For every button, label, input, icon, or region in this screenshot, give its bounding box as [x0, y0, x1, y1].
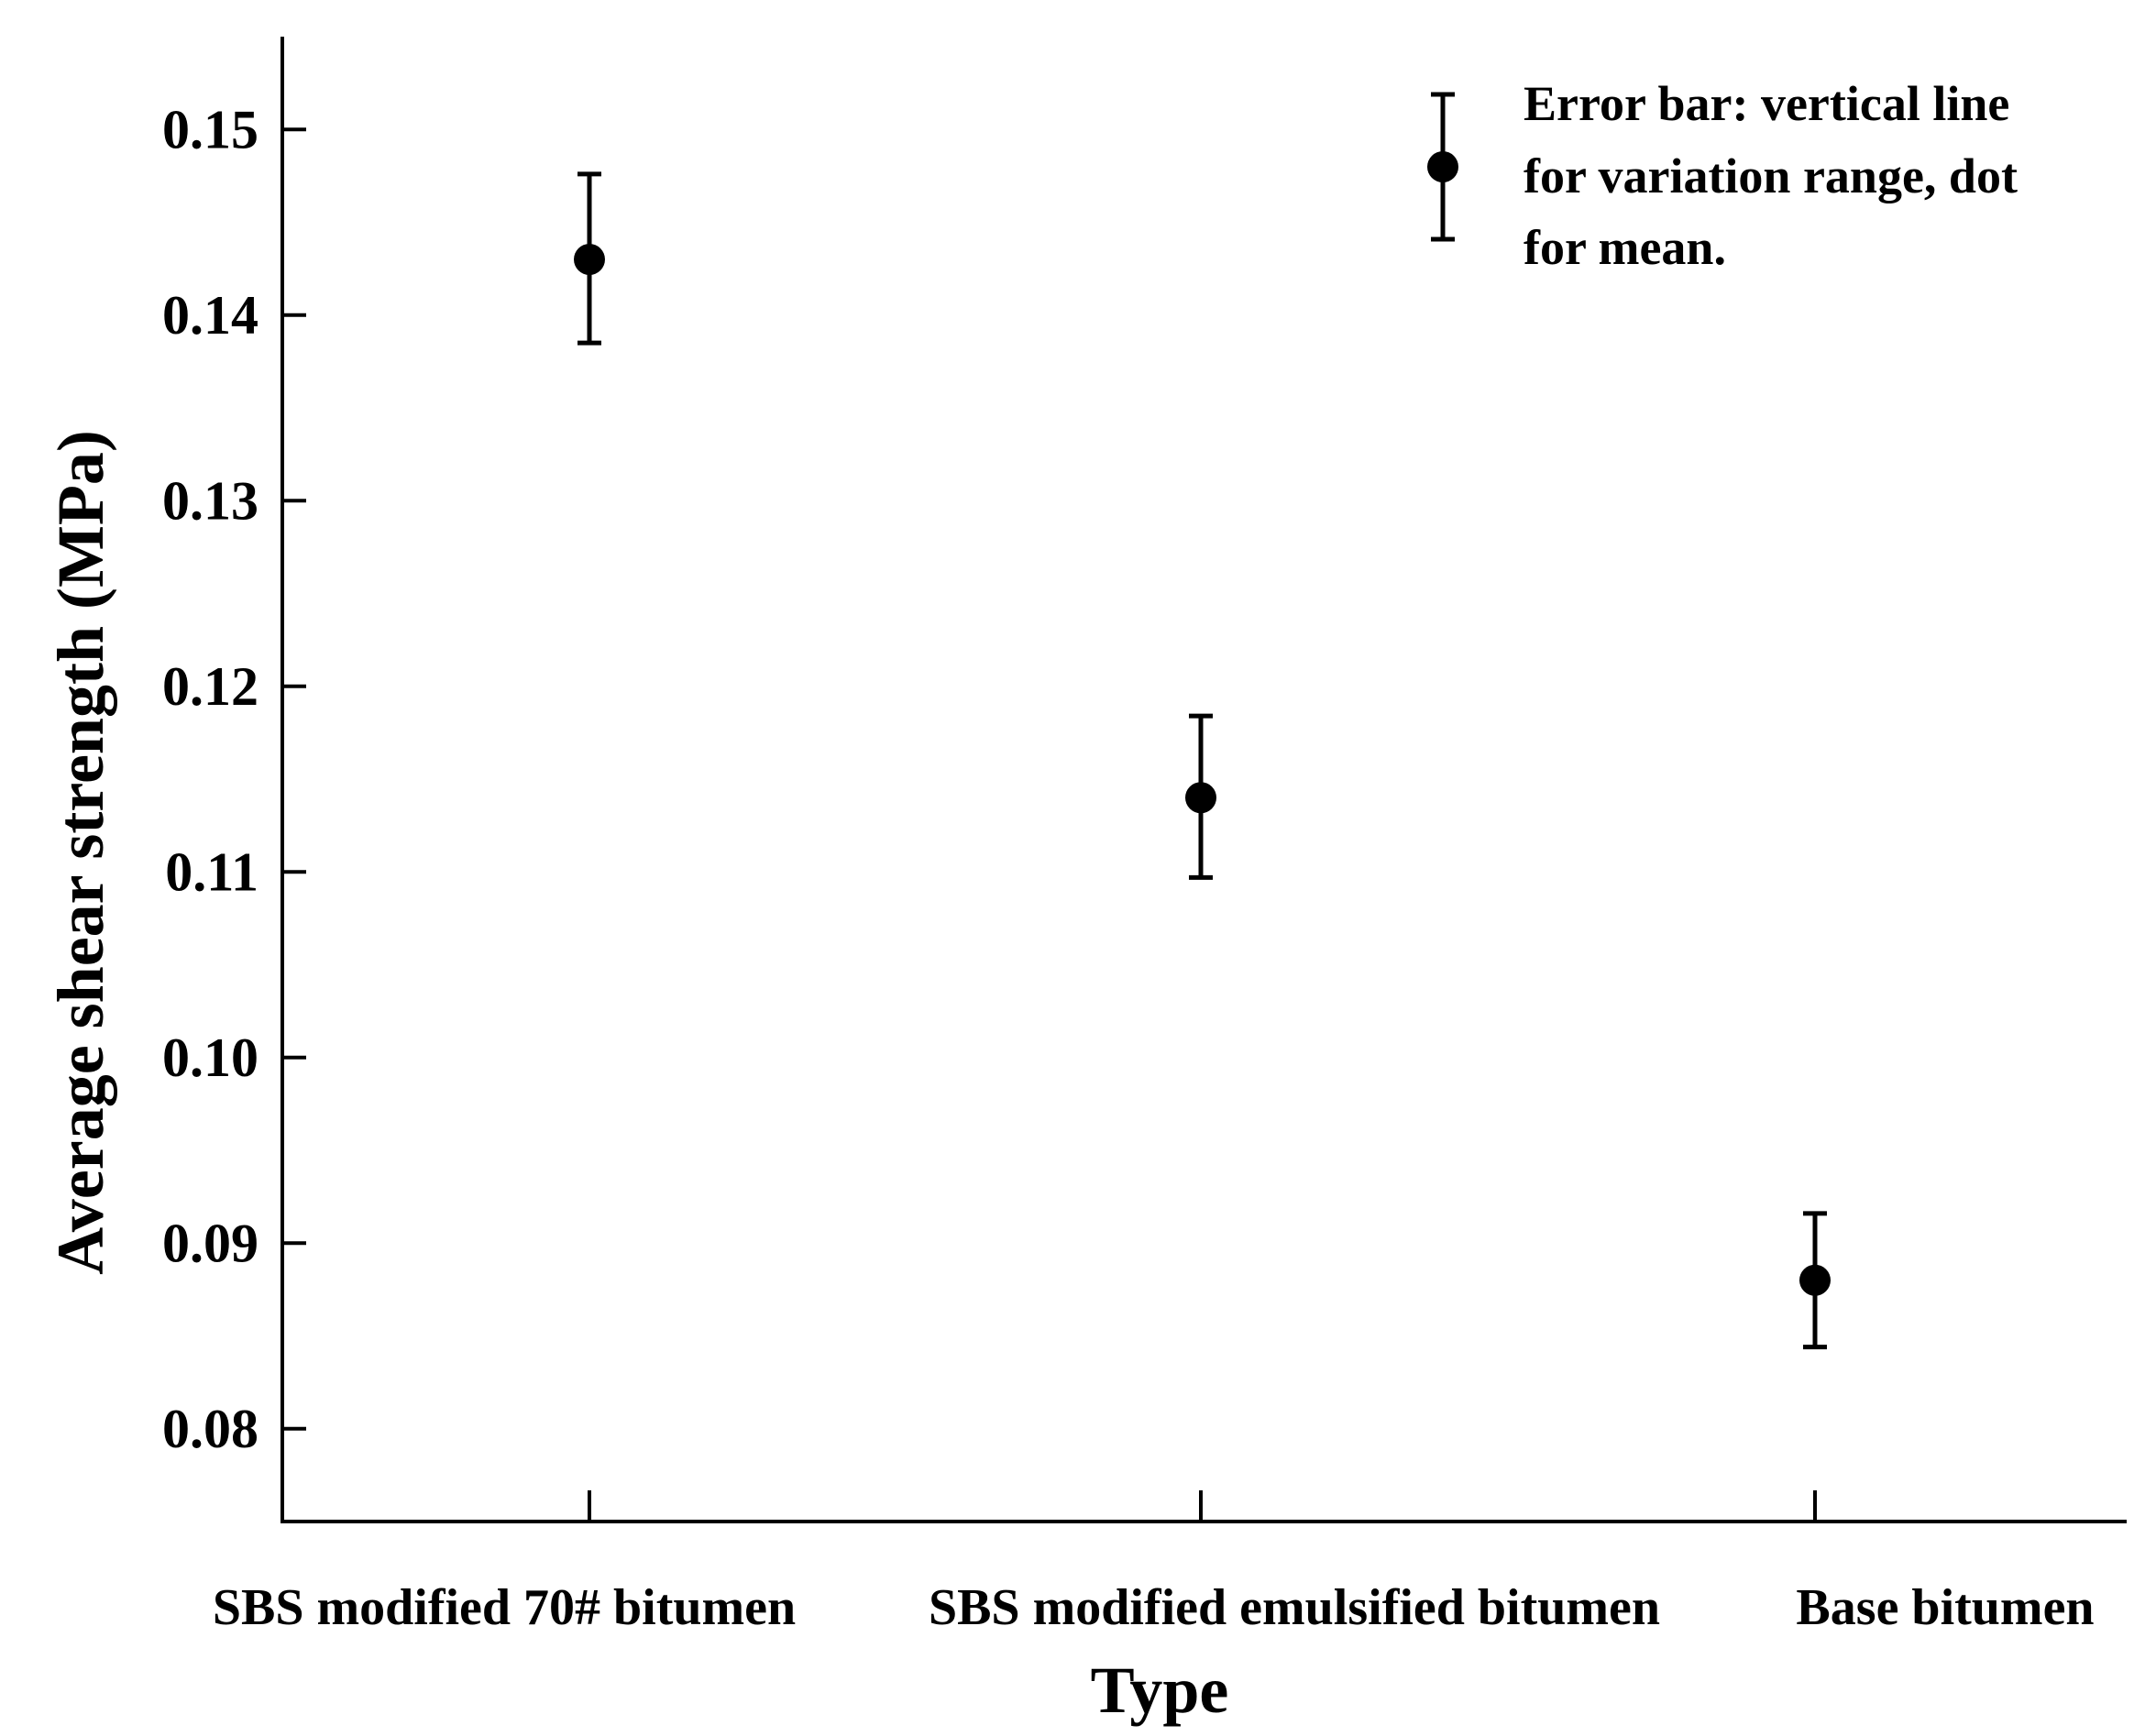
legend-mean-dot	[1427, 151, 1458, 182]
mean-point	[574, 244, 605, 275]
legend-line-3: for mean.	[1524, 220, 1726, 275]
y-axis-title: Average shear strength (MPa)	[44, 430, 117, 1275]
legend-line-2: for variation range, dot	[1524, 148, 2018, 203]
x-category-label: SBS modified emulsified bitumen	[929, 1579, 1660, 1636]
y-tick-label: 0.13	[162, 470, 258, 531]
x-axis-title: Type	[1091, 1654, 1229, 1727]
y-tick-label: 0.08	[162, 1399, 258, 1459]
mean-point	[1185, 782, 1216, 814]
y-tick-label: 0.10	[162, 1027, 258, 1088]
legend: Error bar: vertical line for variation r…	[1427, 76, 2018, 275]
y-tick-label: 0.09	[162, 1213, 258, 1273]
x-category-label: SBS modified 70# bitumen	[213, 1579, 796, 1636]
data-points	[574, 171, 1831, 1350]
x-category-label: Base bitumen	[1796, 1579, 2094, 1636]
y-tick-label: 0.14	[162, 285, 258, 346]
y-tick-label: 0.12	[162, 656, 258, 717]
y-tick-label: 0.15	[162, 99, 258, 159]
mean-point	[1799, 1264, 1831, 1296]
y-ticks: 0.08 0.09 0.10 0.11 0.12 0.13 0.14 0.15	[162, 99, 306, 1459]
x-ticks: SBS modified 70# bitumen SBS modified emu…	[213, 1490, 2095, 1636]
legend-line-1: Error bar: vertical line	[1524, 76, 2009, 131]
y-tick-label: 0.11	[165, 841, 258, 902]
axes	[280, 37, 2127, 1523]
